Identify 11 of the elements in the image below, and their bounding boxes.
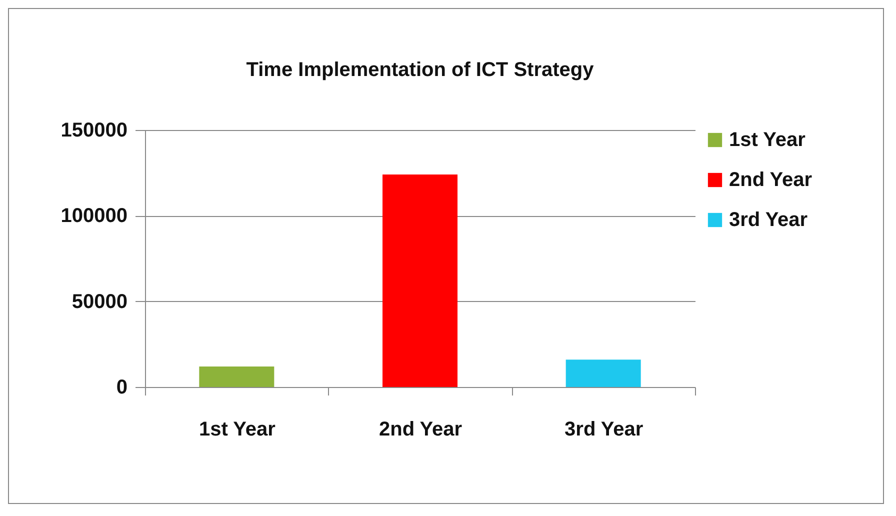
chart-title: Time Implementation of ICT Strategy [246, 59, 595, 81]
legend-label: 3rd Year [729, 209, 808, 231]
y-tick-label: 100000 [60, 205, 128, 228]
y-tick-label: 50000 [72, 290, 128, 313]
y-tick-label: 0 [116, 376, 128, 398]
legend-label: 1st Year [729, 129, 806, 151]
x-tick-label: 2nd Year [378, 418, 462, 440]
x-tick-label: 1st Year [198, 418, 276, 440]
legend-label: 2nd Year [729, 169, 812, 191]
y-tick-label: 150000 [60, 120, 128, 142]
x-tick-label: 3rd Year [564, 418, 644, 440]
